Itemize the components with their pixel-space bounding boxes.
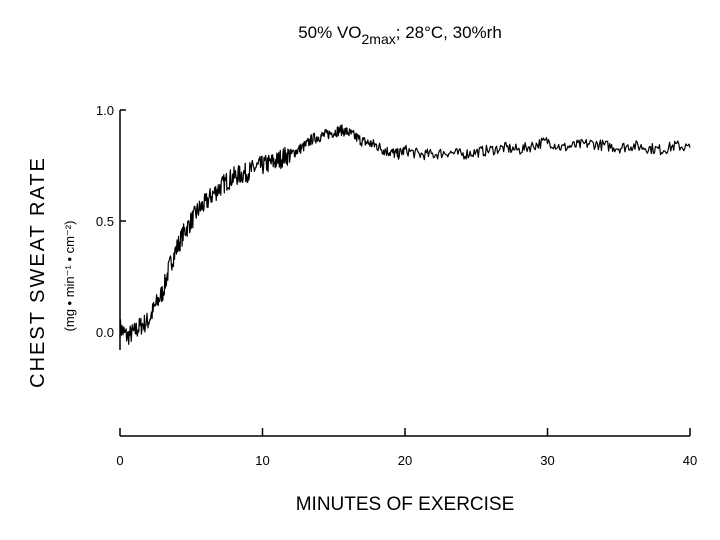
y-tick-label: 1.0 xyxy=(96,103,114,118)
chart-title-suffix: ; 28°C, 30%rh xyxy=(396,23,502,42)
y-axis: 0.0 0.5 1.0 xyxy=(96,103,126,350)
x-tick-label: 0 xyxy=(116,453,123,468)
plot-area xyxy=(119,124,691,345)
x-tick-label: 40 xyxy=(683,453,697,468)
x-tick-label: 20 xyxy=(398,453,412,468)
x-axis: 0 10 20 30 40 xyxy=(116,428,697,468)
x-tick-label: 30 xyxy=(540,453,554,468)
chart-title: 50% VO2max; 28°C, 30%rh xyxy=(298,23,502,47)
y-axis-units: (mg • min⁻¹ • cm⁻²) xyxy=(62,221,77,332)
y-axis-label: CHEST SWEAT RATE xyxy=(27,156,49,388)
x-tick-label: 10 xyxy=(255,453,269,468)
chart-title-subscript: 2max xyxy=(362,31,396,47)
series-line xyxy=(119,124,691,345)
x-axis-label: MINUTES OF EXERCISE xyxy=(296,494,515,515)
y-tick-label: 0.0 xyxy=(96,325,114,340)
chart-title-prefix: 50% VO xyxy=(298,23,361,42)
y-tick-label: 0.5 xyxy=(96,214,114,229)
